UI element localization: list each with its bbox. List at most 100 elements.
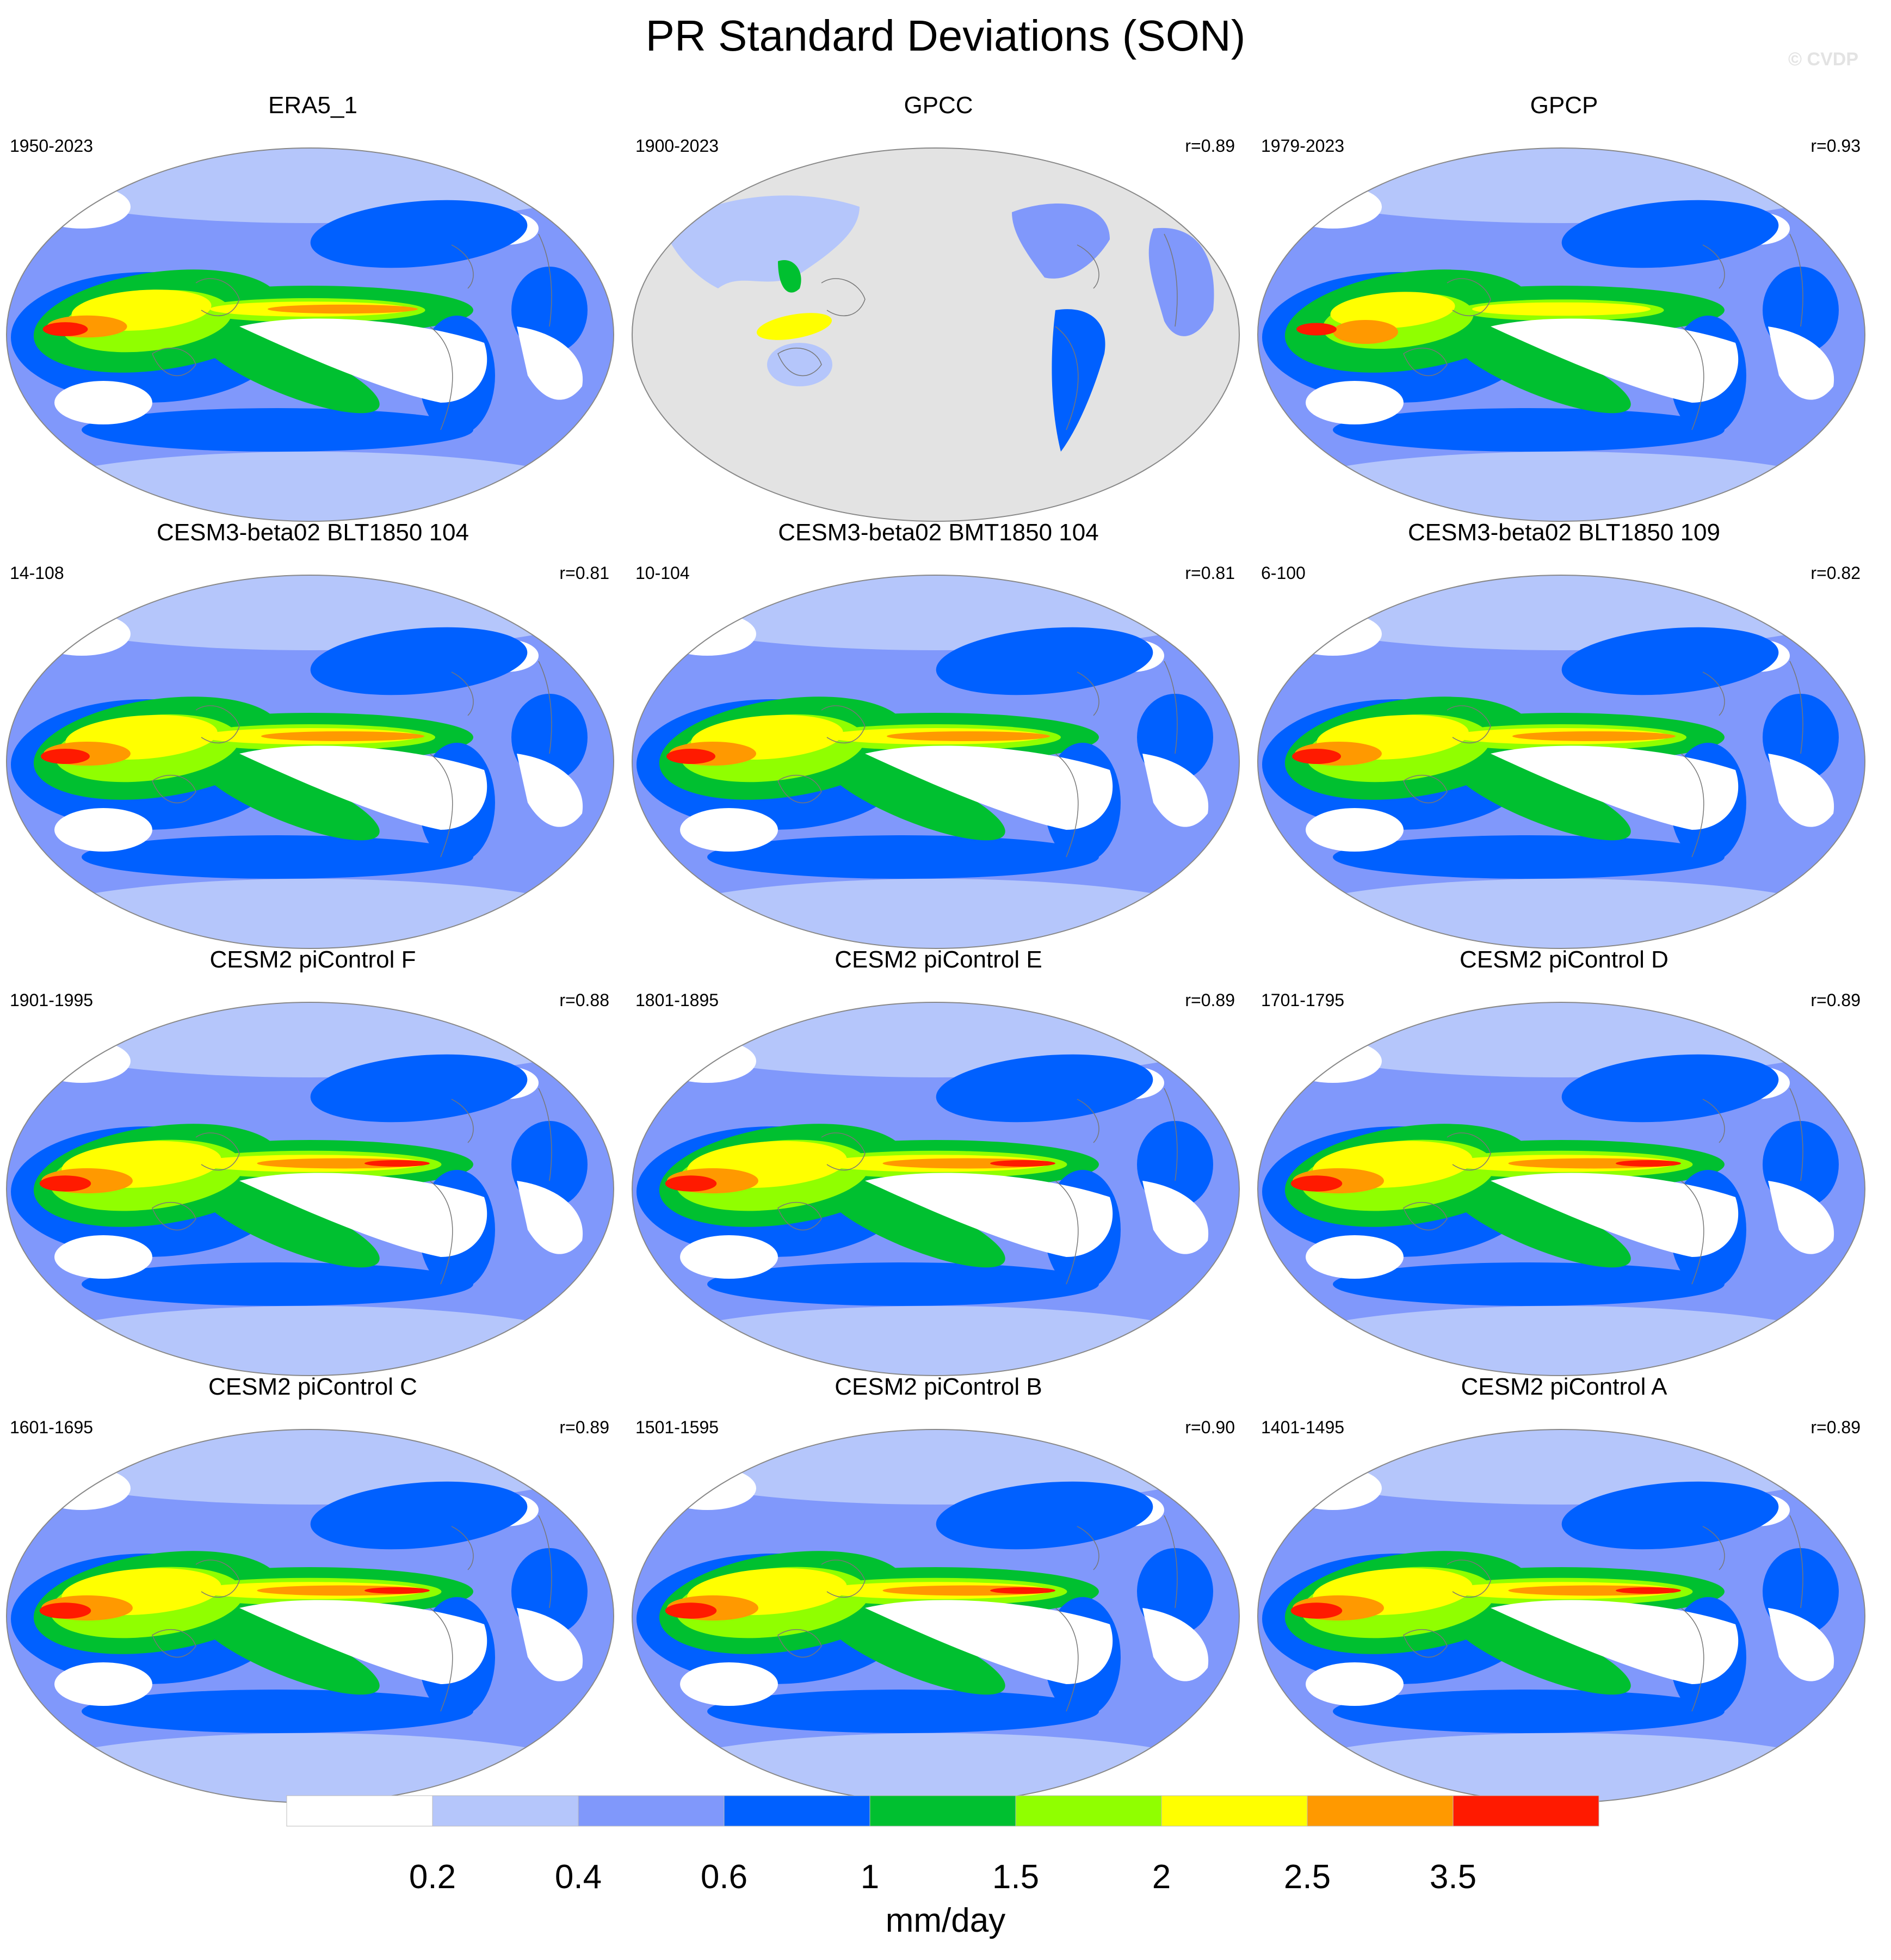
coastline xyxy=(821,278,866,316)
field-dry-indian xyxy=(54,381,152,424)
field-itcz-orange xyxy=(1512,731,1676,741)
coastline xyxy=(1164,1515,1178,1608)
map-panel: CESM3-beta02 BMT1850 104 10-104 r=0.81 xyxy=(626,519,1251,950)
field-storm-track-south xyxy=(707,1690,1099,1733)
panel-title: CESM2 piControl B xyxy=(835,1373,1042,1400)
field-storm-track-south xyxy=(82,835,473,879)
field-dry-tongue-pacific xyxy=(1491,1600,1739,1684)
field-dry-tongue-atlantic xyxy=(517,1608,583,1681)
robinson-map xyxy=(1257,1429,1865,1803)
coastline xyxy=(195,705,240,743)
precip-field xyxy=(7,1002,614,1376)
field-ocean-missing xyxy=(632,148,1239,521)
precip-field xyxy=(7,148,614,521)
field-storm-track-south xyxy=(707,835,1099,879)
coastline xyxy=(1164,1088,1178,1181)
field-storm-track-south xyxy=(707,1262,1099,1306)
coastline xyxy=(195,278,240,316)
field-dry-indian xyxy=(54,808,152,852)
field-asia xyxy=(664,195,860,288)
coastline xyxy=(538,661,552,754)
coastline xyxy=(1680,1180,1704,1285)
field-core-red xyxy=(1296,323,1337,336)
field-itcz-red xyxy=(364,1587,430,1594)
field-dry-tongue-pacific xyxy=(865,1173,1113,1257)
robinson-map xyxy=(6,575,614,949)
map-border xyxy=(1257,1002,1865,1376)
precip-field xyxy=(1258,148,1865,521)
coastline xyxy=(1789,233,1803,327)
coastline xyxy=(1403,1201,1448,1231)
coastline xyxy=(1403,1629,1448,1658)
field-core-red xyxy=(41,749,90,764)
map-panel: CESM2 piControl D 1701-1795 r=0.89 xyxy=(1251,946,1877,1377)
coastline xyxy=(1077,671,1099,716)
field-dry-indian xyxy=(1306,1662,1404,1706)
panel-correlation: r=0.81 xyxy=(559,563,609,583)
coastline xyxy=(1702,671,1725,716)
field-itcz-yellow xyxy=(1472,302,1651,316)
coastline xyxy=(429,1180,453,1285)
coastline xyxy=(777,1629,822,1658)
coastline xyxy=(1789,1515,1803,1608)
coastline xyxy=(538,233,552,327)
watermark: © CVDP xyxy=(1788,49,1858,70)
field-core-orange xyxy=(1333,320,1398,344)
field-storm-track-north xyxy=(1561,627,1779,695)
coastline xyxy=(1789,661,1803,754)
robinson-map xyxy=(632,1429,1240,1803)
field-polar-south xyxy=(632,1306,1239,1376)
field-dry-indian xyxy=(680,1235,778,1279)
field-north-america xyxy=(1012,204,1110,279)
field-storm-track-north xyxy=(310,200,528,268)
field-core-red xyxy=(42,322,88,336)
field-dry-indian xyxy=(680,808,778,852)
precip-field xyxy=(1258,1429,1865,1803)
map-panel: CESM2 piControl A 1401-1495 r=0.89 xyxy=(1251,1373,1877,1804)
field-dry-tongue-pacific xyxy=(865,745,1113,830)
field-dry-tongue-pacific xyxy=(239,1600,487,1684)
field-polar-south xyxy=(7,452,614,521)
field-australia xyxy=(767,343,832,386)
coastline xyxy=(429,753,453,858)
map-panel: CESM2 piControl B 1501-1595 r=0.90 xyxy=(626,1373,1251,1804)
field-spcz-green xyxy=(197,1181,380,1268)
field-dry-indian xyxy=(54,1235,152,1279)
panel-period: 1601-1695 xyxy=(10,1417,94,1437)
field-itcz-red xyxy=(1616,1160,1681,1167)
coastline xyxy=(1447,1132,1491,1170)
precip-field xyxy=(632,148,1239,521)
panel-period: 1501-1595 xyxy=(635,1417,719,1437)
coastline xyxy=(1055,753,1079,858)
field-polar-south xyxy=(7,1733,614,1803)
panel-correlation: r=0.89 xyxy=(1810,990,1861,1010)
coastline xyxy=(152,774,196,804)
coastline xyxy=(1447,278,1491,316)
field-storm-track-north xyxy=(1561,200,1779,268)
panel-title: GPCC xyxy=(904,92,973,119)
panel-period: 10-104 xyxy=(635,563,690,583)
field-maritime-continent xyxy=(756,313,832,340)
field-southeast-asia xyxy=(778,260,801,293)
colorbar-tick-label: 2 xyxy=(1152,1858,1171,1896)
field-core-red xyxy=(39,1175,91,1192)
coastline xyxy=(538,1088,552,1181)
map-panel: GPCC 1900-2023 r=0.89 xyxy=(626,92,1251,522)
coastline xyxy=(538,1515,552,1608)
field-dry-indian xyxy=(680,1662,778,1706)
panel-correlation: r=0.88 xyxy=(559,990,609,1010)
coastline xyxy=(429,326,453,430)
field-spcz-green xyxy=(197,1608,380,1695)
panel-title: ERA5_1 xyxy=(268,92,357,119)
panel-period: 14-108 xyxy=(10,563,64,583)
panel-period: 1900-2023 xyxy=(635,136,719,156)
field-dry-tongue-atlantic xyxy=(1142,754,1209,827)
coastline xyxy=(1055,1180,1079,1285)
field-dry-tongue-pacific xyxy=(1491,318,1739,403)
panel-correlation: r=0.93 xyxy=(1810,136,1861,156)
panel-title: CESM2 piControl E xyxy=(835,946,1042,973)
field-dry-indian xyxy=(1306,808,1404,852)
coastline xyxy=(1789,1088,1803,1181)
coastline xyxy=(1403,347,1448,377)
coastline xyxy=(777,347,822,377)
